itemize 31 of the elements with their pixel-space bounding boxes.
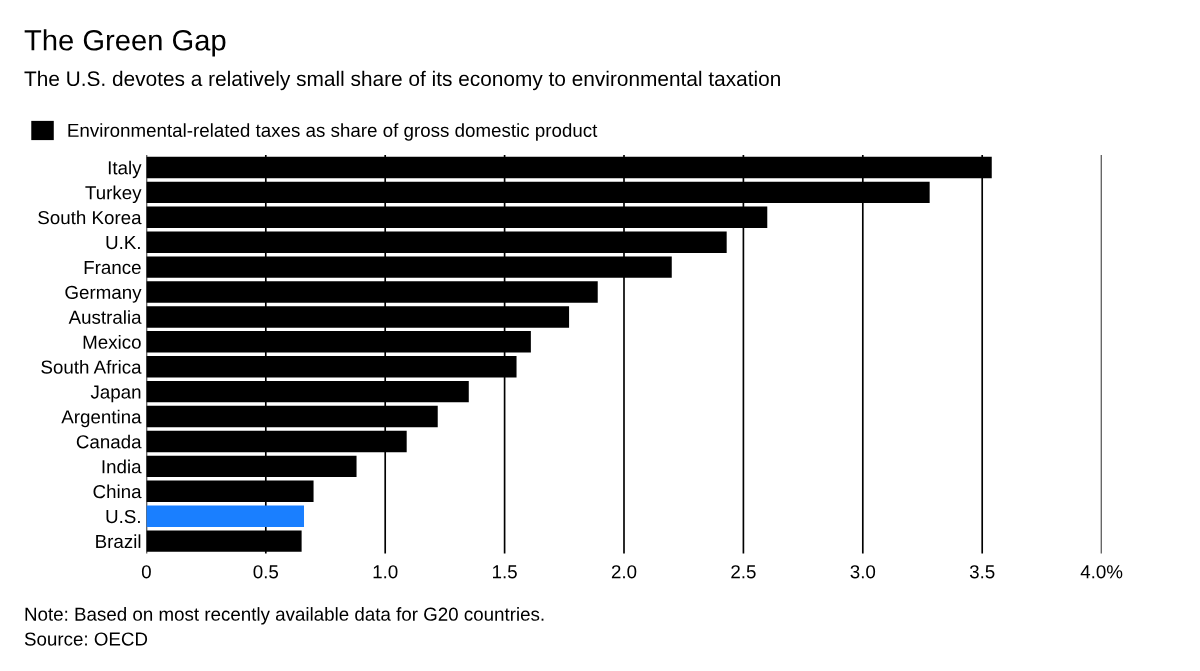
- y-tick-label: France: [84, 260, 141, 275]
- y-tick-label: Germany: [65, 285, 142, 303]
- x-tick-label: 1.5: [493, 565, 517, 579]
- x-tick-label: 0.5: [253, 565, 279, 579]
- x-tick-label: 0: [141, 565, 151, 579]
- y-tick-label: Japan: [90, 385, 141, 403]
- text: Note: Based on most recently available data for G20 countries.: [25, 607, 544, 625]
- y-tick-label: Brazil: [96, 534, 141, 549]
- y-tick-label: U.K.: [106, 236, 140, 250]
- legend-label: Environmental-related taxes as share of gross domestic product: [68, 123, 598, 141]
- x-tick-label: 2.0: [611, 565, 637, 579]
- y-tick-label: Canada: [76, 434, 142, 449]
- y-tick-label: Mexico: [83, 335, 141, 349]
- y-tick-label: Italy: [108, 160, 142, 179]
- x-tick-label: 1.0: [373, 565, 398, 579]
- y-tick-label: South Africa: [41, 359, 142, 374]
- chart-subtitle: The U.S. devotes a relatively small share of its economy to environmental taxation: [24, 70, 780, 91]
- bar: [146, 505, 305, 527]
- y-tick-label: South Korea: [38, 210, 142, 225]
- x-tick-label: 4.0%: [1080, 565, 1123, 579]
- x-tick-label: 3.5: [969, 565, 995, 579]
- y-tick-label: Australia: [68, 310, 142, 324]
- y-tick-label: China: [93, 484, 142, 499]
- x-tick-label: 3.0: [850, 565, 876, 579]
- chart-title: The Green Gap: [24, 29, 226, 57]
- y-tick-label: Argentina: [61, 409, 142, 428]
- source-note: Source: OECD: [24, 632, 148, 646]
- y-tick-label: Turkey: [85, 185, 142, 204]
- y-tick-label: U.S.: [106, 509, 140, 524]
- x-tick-label: 2.5: [731, 565, 756, 579]
- y-tick-label: India: [102, 459, 142, 474]
